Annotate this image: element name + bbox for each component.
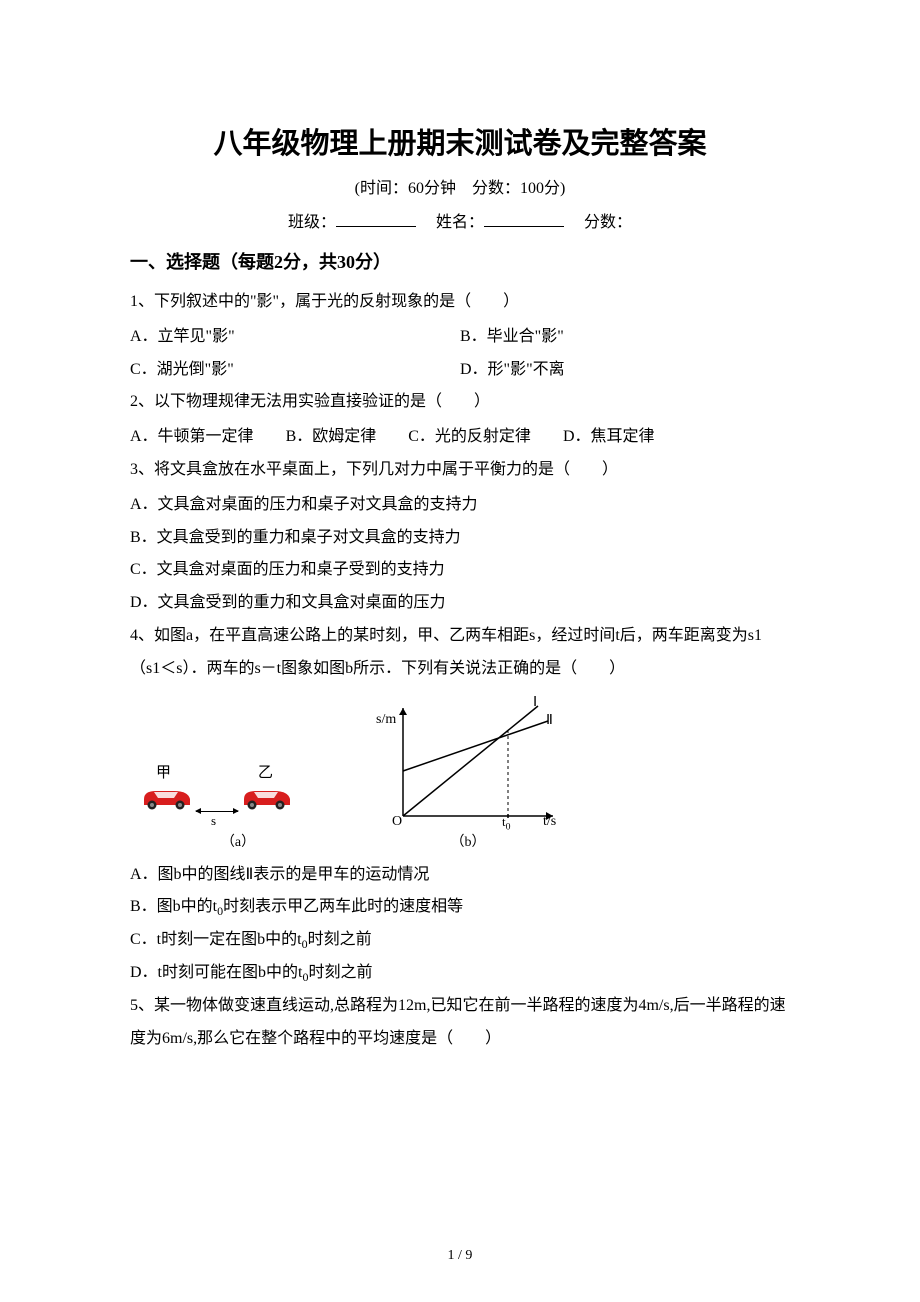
y-axis-label: s/m [376, 712, 396, 728]
t0-label: t0 [502, 814, 511, 833]
line1-label: Ⅰ [533, 694, 537, 711]
exam-meta: (时间：60分钟 分数：100分) [130, 174, 790, 198]
q4-option-b: B．图b中的t0时刻表示甲乙两车此时的速度相等 [130, 891, 790, 924]
q2-options: A．牛顿第一定律 B．欧姆定律 C．光的反射定律 D．焦耳定律 [130, 421, 790, 454]
q4-option-d: D．t时刻可能在图b中的t0时刻之前 [130, 957, 790, 990]
fig-a-caption: （a） [138, 831, 338, 851]
car1-label: 甲 [156, 761, 171, 782]
q1-option-d: D．形"影"不离 [460, 354, 790, 387]
origin-label: O [392, 814, 402, 830]
fig-b-caption: （b） [368, 831, 568, 851]
subtitle-suffix: ) [560, 180, 565, 197]
q4-stem: 4、如图a，在平直高速公路上的某时刻，甲、乙两车相距s，经过时间t后，两车距离变… [130, 620, 790, 686]
q2-option-c: C．光的反射定律 [408, 428, 531, 445]
q2-option-b: B．欧姆定律 [286, 428, 377, 445]
exam-time: 60分钟 [408, 180, 456, 197]
q2-option-a: A．牛顿第一定律 [130, 428, 254, 445]
q1-options-row2: C．湖光倒"影" D．形"影"不离 [130, 354, 790, 387]
q4-option-a: A．图b中的图线Ⅱ表示的是甲车的运动情况 [130, 859, 790, 892]
q4-option-c: C．t时刻一定在图b中的t0时刻之前 [130, 924, 790, 957]
q2-option-d: D．焦耳定律 [563, 428, 655, 445]
name-label: 姓名： [436, 214, 484, 231]
car2-icon [238, 785, 296, 811]
car1-icon [138, 785, 196, 811]
section-1-header: 一、选择题（每题2分，共30分） [130, 248, 790, 274]
score-label: 分数： [584, 214, 632, 231]
q3-option-a: A．文具盒对桌面的压力和桌子对文具盒的支持力 [130, 489, 790, 522]
figure-b: s/m t/s O t0 Ⅰ Ⅱ （b） [368, 696, 568, 851]
x-axis-label: t/s [543, 814, 556, 830]
class-label: 班级： [288, 214, 336, 231]
q3-stem: 3、将文具盒放在水平桌面上，下列几对力中属于平衡力的是（ ） [130, 454, 790, 487]
subtitle-mid: 分数： [456, 180, 520, 197]
subtitle-prefix: (时间： [355, 180, 408, 197]
q1-option-c: C．湖光倒"影" [130, 354, 460, 387]
page-number: 1 / 9 [0, 1248, 920, 1264]
q3-option-d: D．文具盒受到的重力和文具盒对桌面的压力 [130, 587, 790, 620]
class-blank [336, 211, 416, 227]
page-title: 八年级物理上册期末测试卷及完整答案 [130, 120, 790, 162]
distance-arrow [196, 811, 238, 812]
q3-option-c: C．文具盒对桌面的压力和桌子受到的支持力 [130, 554, 790, 587]
line2-label: Ⅱ [546, 712, 553, 729]
distance-label: s [211, 813, 216, 829]
figure-a: 甲 乙 s （a） [138, 741, 338, 851]
student-info-line: 班级： 姓名： 分数： [130, 208, 790, 232]
car2-label: 乙 [258, 761, 273, 782]
q4-figures: 甲 乙 s （a） [138, 696, 790, 851]
q1-options-row1: A．立竿见"影" B．毕业合"影" [130, 321, 790, 354]
name-blank [484, 211, 564, 227]
q2-stem: 2、以下物理规律无法用实验直接验证的是（ ） [130, 386, 790, 419]
exam-score: 100分 [520, 180, 560, 197]
q5-stem: 5、某一物体做变速直线运动,总路程为12m,已知它在前一半路程的速度为4m/s,… [130, 990, 790, 1056]
q1-option-a: A．立竿见"影" [130, 321, 460, 354]
q1-stem: 1、下列叙述中的"影"，属于光的反射现象的是（ ） [130, 286, 790, 319]
q1-option-b: B．毕业合"影" [460, 321, 790, 354]
q3-option-b: B．文具盒受到的重力和桌子对文具盒的支持力 [130, 522, 790, 555]
